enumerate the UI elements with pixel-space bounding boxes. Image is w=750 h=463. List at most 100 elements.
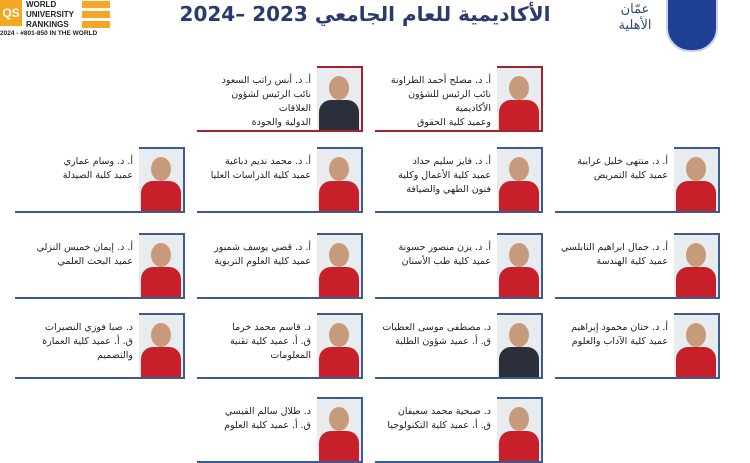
card-underline [197, 377, 363, 379]
gown-shape [141, 347, 181, 377]
card-underline [375, 377, 543, 379]
staff-name: أ. د. قصي يوسف شمبور [214, 242, 311, 253]
staff-info: أ. د. إيمان خميس النزلي عميد البحث العلمي [19, 241, 133, 269]
head-shape [151, 243, 171, 267]
staff-name: أ. د. وسام عماري [63, 156, 133, 167]
qs-bar [82, 21, 110, 28]
staff-title: عميد البحث العلمي [57, 256, 133, 267]
staff-name: د. طلال سالم القيسي [224, 406, 311, 417]
staff-title: الأكاديمية [455, 103, 491, 114]
head-shape [509, 407, 529, 431]
staff-card: د. طلال سالم القيسي ق. أ. عميد كلية العلو… [197, 397, 363, 463]
staff-title: عميد كلية الدراسات العليا [210, 170, 311, 181]
staff-info: أ. د. جمال ابراهيم النابلسي عميد كلية اله… [559, 241, 668, 269]
gown-shape [141, 181, 181, 211]
gown-shape [319, 181, 359, 211]
title-line-2: الأكاديمية للعام الجامعي 2023 –2024 [179, 2, 551, 26]
staff-info: أ. د. حنان محمود إبراهيم عميد كلية الآداب… [559, 321, 668, 349]
staff-title: ق. أ. عميد كلية العمارة [42, 336, 133, 347]
gown-shape [676, 181, 716, 211]
logo-text: عمّان الأهلية [618, 2, 652, 33]
staff-title: المعلومات [270, 350, 311, 361]
card-underline [555, 211, 720, 213]
staff-info: أ. د. يزن منصور حسونة عميد كلية طب الأسنا… [379, 241, 491, 269]
staff-info: أ. د. منتهى خليل غرايبة عميد كلية التمريض [559, 155, 668, 183]
staff-card: د. صبحية محمد سعيفان ق. أ. عميد كلية التك… [375, 397, 543, 463]
staff-name: أ. د. محمد نديم دباغية [225, 156, 311, 167]
qs-rank-text: 2024 - #801-850 IN THE WORLD [0, 30, 98, 37]
card-underline [375, 130, 543, 132]
gown-shape [676, 347, 716, 377]
head-shape [509, 157, 529, 181]
head-shape [509, 323, 529, 347]
staff-card: أ. د. مصلح أحمد الطراونة نائب الرئيس للشؤ… [375, 66, 543, 132]
staff-photo [674, 147, 720, 211]
staff-photo [674, 233, 720, 297]
staff-name: أ. د. حنان محمود إبراهيم [571, 322, 668, 333]
staff-info: د. قاسم محمد خرما ق. أ. عميد كلية تقنية ال… [201, 321, 311, 363]
staff-photo [317, 233, 363, 297]
staff-card: أ. د. قصي يوسف شمبور عميد كلية العلوم الت… [197, 233, 363, 299]
staff-photo [139, 313, 185, 377]
staff-title: عميد كلية الصيدلة [62, 170, 133, 181]
staff-name: د. صبحية محمد سعيفان [397, 406, 491, 417]
staff-card: أ. د. منتهى خليل غرايبة عميد كلية التمريض [555, 147, 720, 213]
card-underline [555, 297, 720, 299]
staff-photo [497, 397, 543, 461]
gown-shape [499, 431, 539, 461]
gown-shape [319, 347, 359, 377]
staff-card: أ. د. وسام عماري عميد كلية الصيدلة [15, 147, 185, 213]
staff-photo [497, 66, 543, 130]
card-underline [375, 297, 543, 299]
staff-card: أ. د. فايز سليم حداد عميد كلية الأعمال وك… [375, 147, 543, 213]
gown-shape [499, 100, 539, 130]
gown-shape [319, 431, 359, 461]
staff-title: عميد كلية العلوم التربوية [214, 256, 311, 267]
staff-photo [497, 313, 543, 377]
head-shape [686, 157, 706, 181]
head-shape [686, 323, 706, 347]
staff-info: أ. د. مصلح أحمد الطراونة نائب الرئيس للشؤ… [379, 74, 491, 130]
qs-line: UNIVERSITY [26, 10, 75, 19]
staff-info: د. صبحية محمد سعيفان ق. أ. عميد كلية التك… [379, 405, 491, 433]
qs-bar [82, 11, 110, 18]
shield-emblem-icon [666, 0, 718, 52]
staff-name: د. صبا فوزي النصيرات [45, 322, 133, 333]
staff-info: أ. د. أنس راتب السعود نائب الرئيس لشؤون ا… [201, 74, 311, 130]
staff-title: عميد كلية الأعمال وكلية [398, 170, 491, 181]
gown-shape [141, 267, 181, 297]
gown-shape [499, 267, 539, 297]
staff-photo [317, 313, 363, 377]
staff-title: فنون الطهي والضيافة [406, 184, 491, 195]
staff-title: وعميد كلية الحقوق [416, 117, 491, 128]
staff-name: أ. د. يزن منصور حسونة [398, 242, 491, 253]
head-shape [509, 243, 529, 267]
staff-info: د. مصطفى موسى العطيات ق. أ. عميد شؤون الط… [379, 321, 491, 349]
staff-photo [317, 66, 363, 130]
university-logo: عمّان الأهلية [606, 0, 726, 55]
staff-name: د. قاسم محمد خرما [232, 322, 311, 333]
head-shape [329, 243, 349, 267]
gown-shape [319, 100, 359, 130]
head-shape [329, 157, 349, 181]
head-shape [329, 407, 349, 431]
staff-name: أ. د. مصلح أحمد الطراونة [390, 75, 491, 86]
head-shape [509, 76, 529, 100]
qs-line: RANKINGS [26, 20, 69, 29]
staff-photo [674, 313, 720, 377]
card-underline [15, 211, 185, 213]
staff-title: عميد كلية طب الأسنان [401, 256, 491, 267]
staff-title: الدولية والجودة [251, 117, 311, 128]
staff-title: عميد كلية الآداب والعلوم [571, 336, 668, 347]
staff-title: نائب الرئيس للشؤون [408, 89, 491, 100]
staff-title: ق. أ. عميد كلية التكنولوجيا [387, 420, 491, 431]
staff-info: د. طلال سالم القيسي ق. أ. عميد كلية العلو… [201, 405, 311, 433]
head-shape [329, 76, 349, 100]
gown-shape [499, 181, 539, 211]
staff-info: د. صبا فوزي النصيرات ق. أ. عميد كلية العم… [19, 321, 133, 363]
staff-info: أ. د. محمد نديم دباغية عميد كلية الدراسات… [201, 155, 311, 183]
staff-card: د. صبا فوزي النصيرات ق. أ. عميد كلية العم… [15, 313, 185, 379]
head-shape [151, 323, 171, 347]
qs-bar [82, 1, 110, 8]
card-underline [197, 297, 363, 299]
